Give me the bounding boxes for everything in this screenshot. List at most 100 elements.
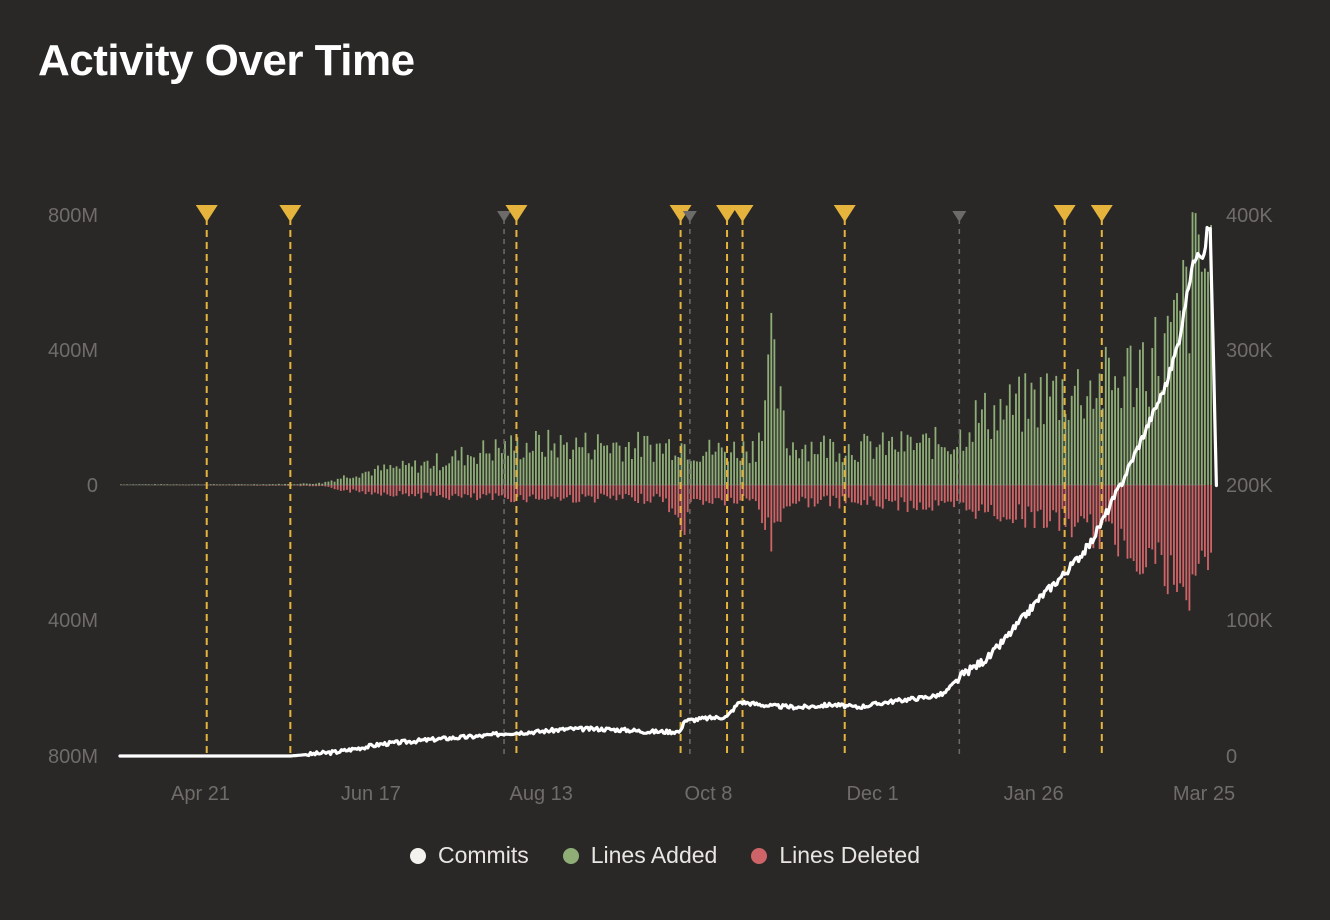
lines-deleted-bar [1194,485,1197,576]
lines-deleted-bar [377,485,379,494]
lines-added-bar [770,312,773,485]
lines-added-bar [950,454,952,485]
lines-added-bar [147,484,150,485]
release-marker-icon[interactable] [669,205,692,222]
lines-deleted-bar [528,485,531,497]
lines-deleted-bar [485,485,488,496]
release-marker-icon[interactable] [195,205,218,222]
lines-deleted-bar [1197,485,1200,564]
minor-marker-icon[interactable] [952,211,967,222]
lines-added-bar [411,466,413,485]
lines-added-bar [212,484,215,485]
lines-deleted-bar [996,485,999,520]
lines-added-bar [287,483,290,485]
lines-added-bar [497,447,500,485]
lines-added-bar [408,463,410,485]
lines-added-bar [435,453,438,485]
lines-added-bar [209,484,212,485]
release-marker-icon[interactable] [833,205,856,222]
lines-deleted-bar [336,485,339,490]
lines-added-bar [466,454,469,485]
lines-deleted-bar [795,485,797,504]
lines-added-bar [423,461,426,485]
lines-added-bar [349,478,351,485]
lines-deleted-bar [333,485,336,490]
lines-deleted-bar [850,485,853,503]
lines-added-bar [395,466,398,485]
commits-line-layer [118,225,1218,758]
release-marker-icon[interactable] [505,205,528,222]
legend-item[interactable]: Lines Added [562,842,718,869]
lines-added-bar [1138,349,1141,485]
lines-added-bar [132,484,135,485]
lines-deleted-bar [702,485,705,505]
lines-added-bar [829,438,832,485]
release-marker-icon[interactable] [1090,205,1113,222]
legend-label: Lines Deleted [779,842,920,868]
lines-added-bar [1086,396,1089,485]
release-marker-icon[interactable] [279,205,302,222]
lines-deleted-bar [981,485,983,505]
lines-deleted-bar [1039,485,1042,510]
lines-added-bar [510,435,513,485]
lines-deleted-bar [395,485,398,496]
lines-deleted-bar [922,485,924,510]
lines-deleted-bar [1163,485,1166,587]
lines-deleted-bar [915,485,918,511]
lines-deleted-bar [779,485,782,522]
lines-added-bar [671,460,674,485]
lines-deleted-bar [897,485,900,511]
x-axis-tick-label: Mar 25 [1173,783,1235,805]
lines-deleted-bar [596,485,599,499]
lines-deleted-bar [801,485,804,497]
lines-added-bar [891,436,893,485]
lines-added-bar [1204,268,1206,485]
lines-deleted-bar [869,485,872,497]
lines-deleted-bar [788,485,791,507]
lines-deleted-bar [782,485,785,509]
lines-added-bar [1154,316,1157,485]
lines-added-bar [318,482,321,485]
legend-item[interactable]: Lines Deleted [751,842,920,869]
lines-deleted-bar [1188,485,1191,611]
lines-deleted-bar [652,485,655,497]
lines-added-bar [284,483,286,485]
lines-added-bar [1058,420,1061,485]
lines-added-bar [1049,396,1051,485]
lines-added-bar [339,478,342,485]
lines-added-bar [748,463,751,485]
lines-added-bar [352,477,355,485]
lines-deleted-bar [1030,485,1033,513]
lines-deleted-bar [1117,485,1120,557]
lines-added-bar [500,453,503,485]
lines-added-bar [1107,357,1110,485]
lines-added-bar [392,467,395,485]
release-marker-icon[interactable] [731,205,754,222]
lines-added-bar [417,472,420,485]
lines-added-bar [816,454,819,485]
lines-deleted-bar [1107,485,1110,522]
lines-deleted-bar [773,485,776,523]
release-marker-icon[interactable] [716,205,739,222]
lines-added-bar [491,460,494,485]
lines-added-bar [1132,407,1135,485]
lines-added-bar [383,464,386,485]
lines-deleted-bar [714,485,717,499]
lines-deleted-bar [637,485,640,503]
minor-marker-icon[interactable] [497,211,512,222]
right-axis-tick-label: 200K [1226,475,1273,497]
lines-added-bar [1030,382,1033,485]
lines-deleted-bar [1015,485,1017,520]
lines-added-bar [1123,376,1126,485]
legend-item[interactable]: Commits [409,842,529,869]
minor-marker-icon[interactable] [682,211,697,222]
release-marker-icon[interactable] [1053,205,1076,222]
legend-label: Lines Added [590,842,718,868]
lines-added-bar [1080,405,1082,485]
lines-deleted-bar [578,485,581,502]
lines-deleted-bar [872,485,875,501]
lines-added-bar [277,483,280,485]
lines-added-bar [268,484,271,485]
lines-added-bar [593,449,596,485]
